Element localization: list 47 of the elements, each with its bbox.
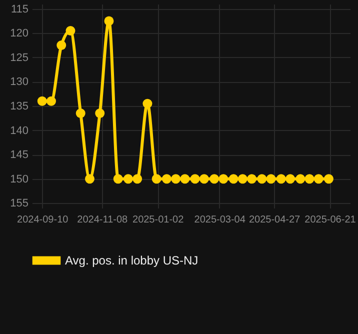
point xyxy=(266,174,276,184)
y-tick-label: 120 xyxy=(10,28,28,40)
y-tick-label: 140 xyxy=(10,124,28,137)
y-tick-label: 130 xyxy=(10,76,28,88)
point xyxy=(276,174,286,184)
legend-label: Avg. pos. in lobby US-NJ xyxy=(65,254,198,268)
x-tick-label: 2025-03-04 xyxy=(194,214,246,226)
y-tick-label: 155 xyxy=(10,198,28,210)
point xyxy=(304,174,314,184)
point xyxy=(228,174,238,184)
point xyxy=(95,108,105,118)
point xyxy=(314,174,324,184)
y-tick-label: 125 xyxy=(10,52,28,64)
y-tick-label: 135 xyxy=(10,100,28,112)
point xyxy=(180,174,190,184)
y-tick-label: 145 xyxy=(10,149,28,162)
point xyxy=(190,174,200,184)
point xyxy=(84,174,94,184)
point xyxy=(238,174,248,184)
x-tick-label: 2025-01-02 xyxy=(132,214,184,226)
x-tick-label: 2024-11-08 xyxy=(77,214,128,226)
y-tick-label: 115 xyxy=(10,3,28,16)
x-tick-label: 2024-09-10 xyxy=(17,214,69,226)
point xyxy=(76,108,86,118)
point xyxy=(37,96,47,106)
point xyxy=(324,174,334,184)
point xyxy=(123,174,133,184)
point xyxy=(56,40,66,50)
point xyxy=(132,174,142,184)
point xyxy=(66,26,76,36)
point xyxy=(162,174,172,184)
point xyxy=(104,16,114,26)
point xyxy=(46,96,56,106)
point xyxy=(142,98,152,108)
point xyxy=(113,174,123,184)
point xyxy=(199,174,209,184)
point xyxy=(257,174,267,184)
y-tick-label: 150 xyxy=(10,173,28,186)
point xyxy=(152,174,162,184)
point xyxy=(296,174,306,184)
point xyxy=(286,174,295,184)
point xyxy=(218,174,228,184)
point xyxy=(210,174,220,184)
x-tick-label: 2025-06-21 xyxy=(304,214,356,226)
point xyxy=(247,174,257,184)
point xyxy=(171,174,181,184)
x-tick-label: 2025-04-27 xyxy=(248,214,301,226)
